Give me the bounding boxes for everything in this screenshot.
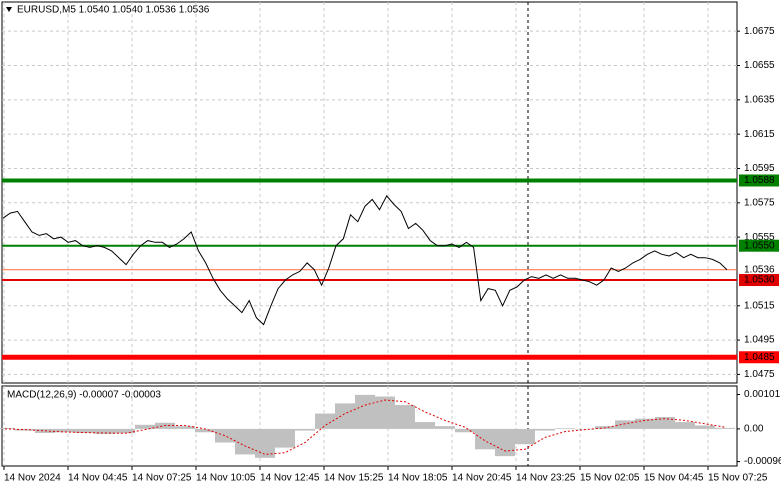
y-tick-label: 1.0595 xyxy=(744,163,775,174)
macd-bar xyxy=(535,428,555,431)
macd-bar xyxy=(695,425,715,429)
macd-bar xyxy=(515,428,535,445)
macd-bar xyxy=(55,428,75,433)
level-label: 1.0485 xyxy=(744,352,775,363)
macd-bar xyxy=(555,428,575,429)
macd-bar xyxy=(235,428,255,455)
x-tick-label: 14 Nov 20:45 xyxy=(452,473,512,484)
x-tick-label: 14 Nov 07:25 xyxy=(132,473,192,484)
y-tick-label: 1.0555 xyxy=(744,232,775,243)
level-label-box xyxy=(739,239,779,252)
macd-bar xyxy=(395,405,415,429)
macd-bar xyxy=(275,428,295,448)
y-tick-label: 1.0615 xyxy=(744,129,775,140)
macd-bar xyxy=(475,428,495,450)
macd-title: MACD(12,26,9) -0.00007 -0.00003 xyxy=(7,390,161,401)
macd-bar xyxy=(95,428,115,434)
macd-bar xyxy=(455,428,475,433)
level-label: 1.0550 xyxy=(744,240,775,251)
macd-bar xyxy=(615,420,635,429)
level-label-box xyxy=(739,174,779,187)
macd-bar xyxy=(635,418,655,429)
macd-bar xyxy=(435,426,455,429)
level-label-box xyxy=(739,263,779,276)
macd-bar xyxy=(335,403,355,429)
chart-title: EURUSD,M5 1.0540 1.0540 1.0536 1.0536 xyxy=(17,5,210,16)
level-label-box xyxy=(739,274,779,287)
level-label-box xyxy=(739,351,779,364)
y-tick-label: 1.0635 xyxy=(744,94,775,105)
y-tick-label: 1.0495 xyxy=(744,335,775,346)
macd-bar xyxy=(415,422,435,429)
x-tick-label: 14 Nov 12:45 xyxy=(260,473,320,484)
macd-bar xyxy=(295,428,315,431)
signal-line xyxy=(4,399,726,455)
y-tick-label: 1.0515 xyxy=(744,300,775,311)
macd-bar xyxy=(655,416,675,429)
macd-bar xyxy=(115,428,135,434)
x-tick-label: 14 Nov 04:45 xyxy=(68,473,128,484)
macd-bar xyxy=(375,396,395,429)
x-tick-label: 15 Nov 04:45 xyxy=(644,473,704,484)
macd-bar xyxy=(495,428,515,457)
y-tick-label: -0.00096 xyxy=(744,456,781,467)
price-frame xyxy=(1,1,738,384)
macd-bar xyxy=(715,427,735,429)
level-label: 1.0536 xyxy=(744,264,775,275)
y-tick-label: 0.00101 xyxy=(744,389,781,400)
macd-bar xyxy=(675,422,695,429)
macd-bar xyxy=(135,424,155,429)
macd-bar xyxy=(315,413,335,429)
x-tick-label: 14 Nov 2024 xyxy=(4,473,61,484)
y-tick-label: 1.0575 xyxy=(744,197,775,208)
macd-bar xyxy=(75,428,95,433)
price-line xyxy=(2,195,728,326)
macd-bar xyxy=(355,394,375,429)
x-tick-label: 15 Nov 02:05 xyxy=(580,473,640,484)
macd-frame xyxy=(1,385,738,467)
x-tick-label: 14 Nov 15:25 xyxy=(324,473,384,484)
macd-bar xyxy=(215,428,235,443)
level-label: 1.0530 xyxy=(744,275,775,286)
macd-bar xyxy=(175,426,195,429)
y-tick-label: 1.0475 xyxy=(744,369,775,380)
level-label: 1.0588 xyxy=(744,175,775,186)
macd-bar xyxy=(255,428,275,458)
x-tick-label: 15 Nov 07:25 xyxy=(708,473,768,484)
x-tick-label: 14 Nov 18:05 xyxy=(388,473,448,484)
y-tick-label: 0.00 xyxy=(744,424,764,435)
menu-arrow xyxy=(6,7,12,12)
x-tick-label: 14 Nov 10:05 xyxy=(196,473,256,484)
y-tick-label: 1.0675 xyxy=(744,26,775,37)
macd-bar xyxy=(0,427,15,429)
x-tick-label: 14 Nov 23:25 xyxy=(516,473,576,484)
macd-bar xyxy=(195,428,215,433)
y-tick-label: 1.0655 xyxy=(744,60,775,71)
